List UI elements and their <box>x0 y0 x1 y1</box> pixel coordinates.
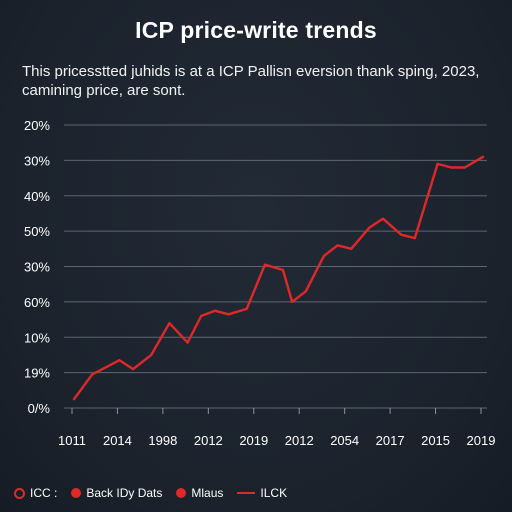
y-tick-label: 10% <box>24 330 50 345</box>
legend-label-back-idy-dats: Back IDy Dats <box>86 486 163 500</box>
legend-item-back-idy-dats: Back IDy Dats <box>71 486 162 500</box>
y-tick-label: 19% <box>24 366 50 381</box>
subtitle-line-1: This pricesstted juhids is at a ICP Pall… <box>22 63 480 80</box>
x-tick-label: 2019 <box>467 433 496 448</box>
legend-label-icc: ICC : <box>30 486 58 500</box>
x-axis-ticks: 1011 2014 1998 2012 2019 2012 2054 2017 2015 2019 <box>58 408 495 448</box>
legend-item-ilck: ILCK <box>237 486 287 500</box>
legend-label-mlaus: Mlaus <box>191 486 224 500</box>
chart-subtitle: This pricesstted juhids is at a ICP Pall… <box>22 62 492 100</box>
y-tick-label: 0/% <box>28 401 51 416</box>
x-tick-label: 2012 <box>285 433 314 448</box>
x-tick-label: 1011 <box>58 433 86 448</box>
legend-line-icon <box>237 492 256 494</box>
legend-ring-icon <box>14 487 25 499</box>
y-tick-label: 60% <box>24 295 50 310</box>
chart-title: ICP price-write trends <box>135 17 377 43</box>
legend-dot-icon <box>71 488 82 498</box>
series-layer <box>72 155 485 401</box>
legend-item-mlaus: Mlaus <box>176 486 223 500</box>
y-tick-label: 30% <box>24 153 50 168</box>
x-tick-label: 2019 <box>239 433 268 448</box>
y-tick-label: 40% <box>24 189 50 204</box>
x-tick-label: 2012 <box>194 433 223 448</box>
y-axis-ticks: 20% 30% 40% 50% 30% 60% 10% 19% 0/% <box>24 118 50 416</box>
legend-item-icc: ICC : <box>14 486 57 500</box>
x-tick-label: 2015 <box>421 433 450 448</box>
x-tick-label: 2054 <box>330 433 359 448</box>
x-tick-label: 2014 <box>103 433 132 448</box>
subtitle-line-2: camining price, are sont. <box>22 82 186 99</box>
legend-label-ilck: ILCK <box>260 486 288 500</box>
legend: ICC : Back IDy Dats Mlaus ILCK <box>14 485 301 501</box>
legend-dot-icon <box>176 488 187 498</box>
series-line-ilck <box>72 155 485 401</box>
y-tick-label: 50% <box>24 224 50 239</box>
y-tick-label: 30% <box>24 260 50 275</box>
y-tick-label: 20% <box>24 118 50 133</box>
x-tick-label: 2017 <box>376 433 405 448</box>
x-tick-label: 1998 <box>148 433 177 448</box>
